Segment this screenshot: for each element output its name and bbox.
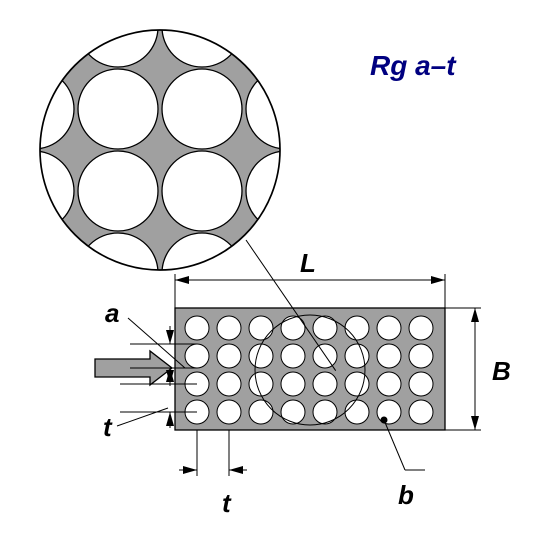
diagram-svg: [0, 0, 550, 550]
dim-label-t-vertical: t: [103, 412, 112, 443]
diagram-canvas: Rg a–t L B a t t b: [0, 0, 550, 550]
dim-label-a: a: [105, 298, 119, 329]
dim-label-b: b: [398, 480, 414, 511]
dim-label-L: L: [300, 248, 316, 279]
formula-title: Rg a–t: [370, 50, 456, 82]
dim-label-B: B: [492, 356, 511, 387]
dim-label-t-horizontal: t: [222, 488, 231, 519]
